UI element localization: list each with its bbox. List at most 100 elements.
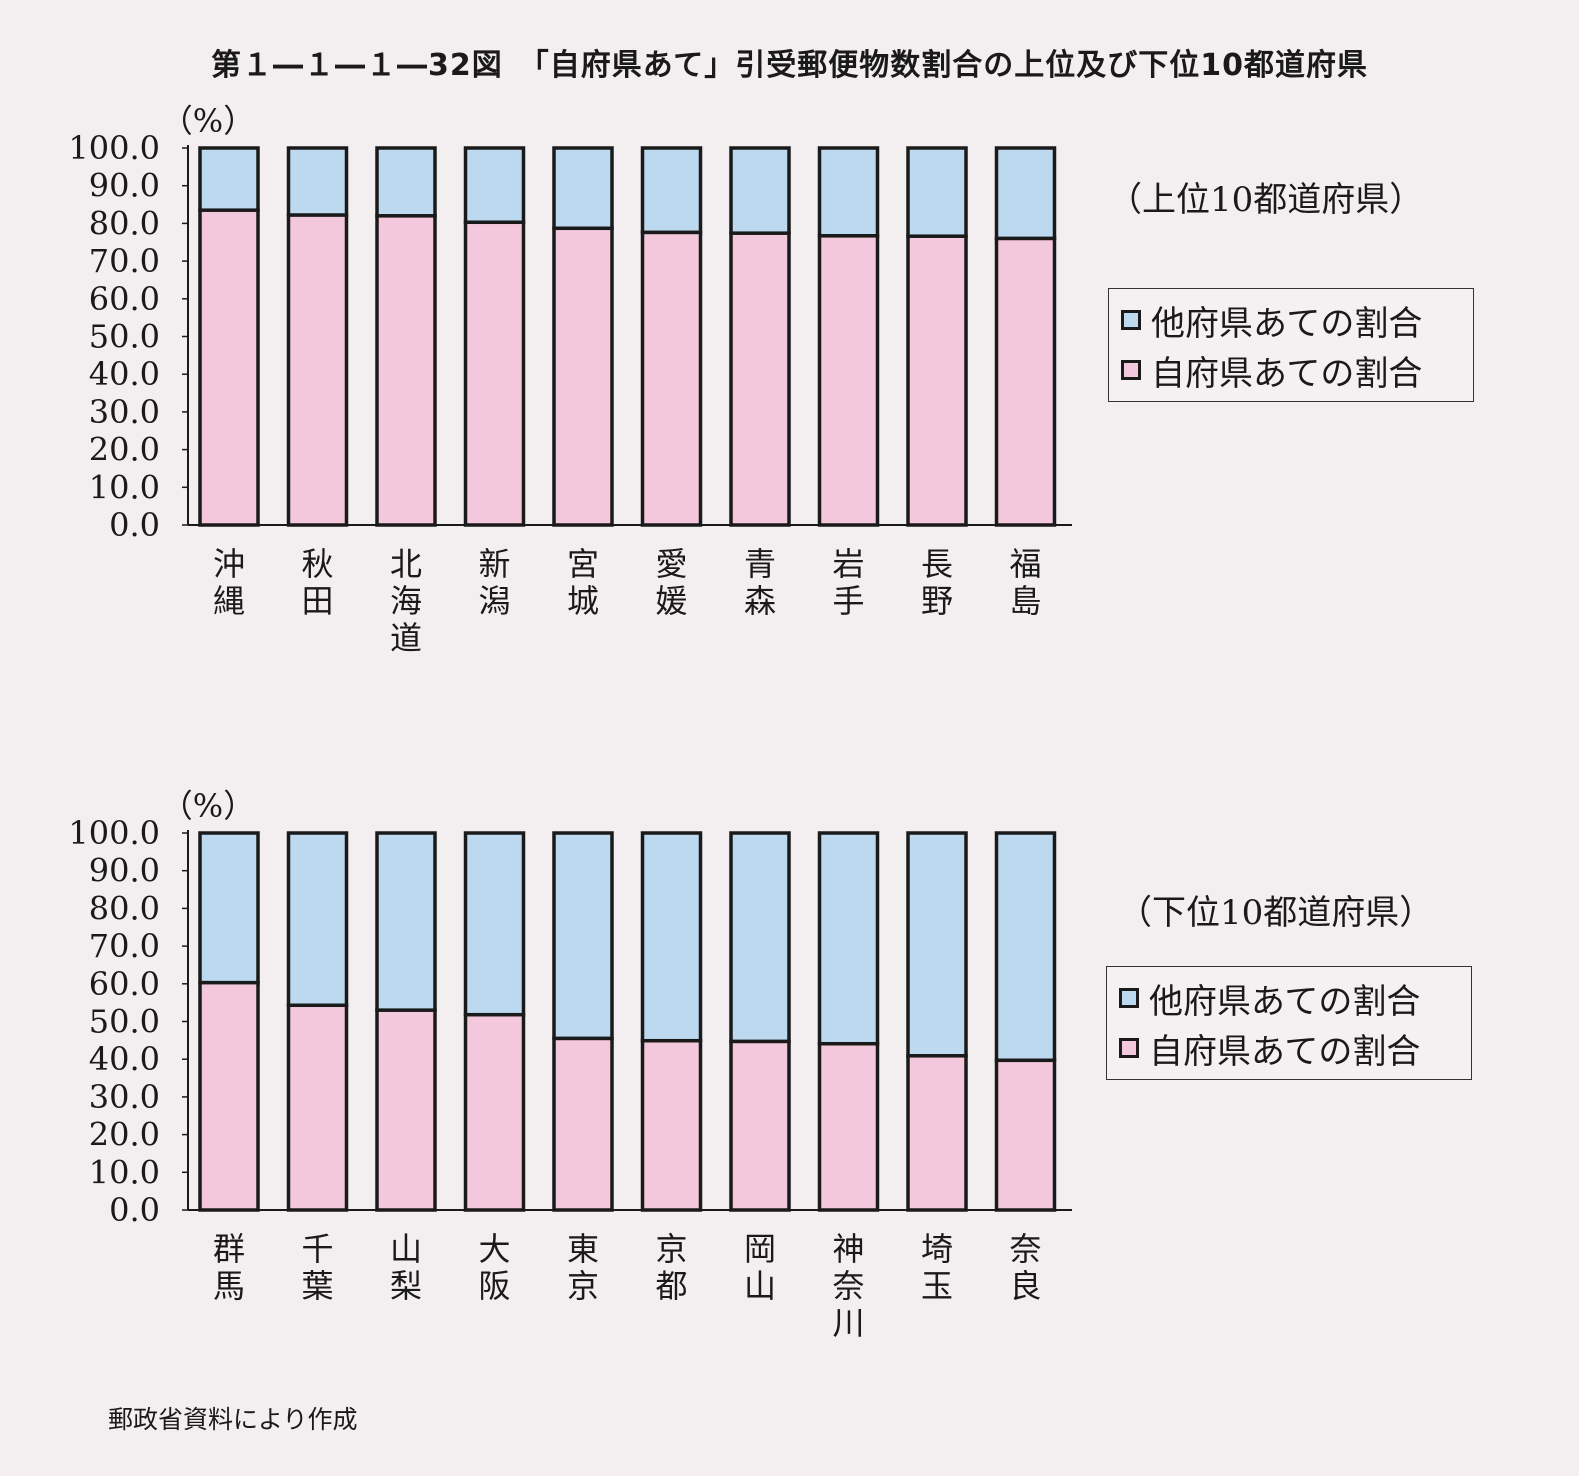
top10-legend: 他府県あての割合 自府県あての割合 (1108, 288, 1474, 402)
x-category-label: 葉 (301, 1267, 333, 1305)
y-tick-label: 100.0 (68, 814, 160, 852)
legend-swatch-own (1119, 1038, 1139, 1058)
bar-own-pref (906, 234, 968, 527)
x-category-label: 京 (567, 1267, 599, 1305)
legend-swatch-other (1121, 310, 1141, 330)
bar-own-pref (994, 236, 1057, 527)
x-category-label: 青 (744, 545, 776, 583)
bar-own-pref (640, 1038, 703, 1212)
bar-other-pref (994, 146, 1057, 241)
x-category-label: 東 (567, 1230, 599, 1268)
x-category-label: 玉 (921, 1267, 953, 1305)
y-tick-label: 90.0 (89, 852, 160, 890)
bar-other-pref (286, 146, 349, 217)
x-category-label: 新 (478, 545, 510, 583)
y-axis-unit-label: （%） (161, 787, 255, 825)
y-tick-label: 30.0 (89, 1078, 160, 1116)
x-category-label: 田 (301, 582, 333, 620)
bar-other-pref (463, 146, 526, 225)
x-category-label: 海 (390, 582, 422, 620)
bar-other-pref (463, 831, 526, 1017)
x-category-label: 道 (390, 619, 422, 657)
bar-own-pref (817, 1041, 880, 1212)
x-category-label: 神 (832, 1230, 864, 1268)
x-category-label: 野 (921, 582, 953, 620)
y-tick-label: 50.0 (89, 318, 160, 356)
bar-other-pref (906, 831, 968, 1058)
x-category-label: 奈 (1009, 1230, 1041, 1268)
x-category-label: 千 (301, 1230, 333, 1268)
bar-other-pref (906, 146, 968, 238)
y-tick-label: 90.0 (89, 167, 160, 205)
x-category-label: 福 (1009, 545, 1041, 583)
bar-own-pref (817, 234, 880, 527)
x-category-label: 潟 (478, 582, 510, 620)
bar-own-pref (906, 1054, 968, 1212)
y-tick-label: 80.0 (89, 204, 160, 242)
page-title: 第１―１―１―32図 「自府県あて」引受郵便物数割合の上位及び下位10都道府県 (211, 48, 1368, 83)
x-category-label: 宮 (567, 545, 599, 583)
x-category-label: 北 (390, 545, 422, 583)
x-category-label: 縄 (213, 582, 245, 620)
y-tick-label: 10.0 (89, 1153, 160, 1191)
bar-other-pref (729, 831, 791, 1044)
bottom10-legend: 他府県あての割合 自府県あての割合 (1106, 966, 1472, 1080)
bar-other-pref (552, 146, 614, 231)
bar-own-pref (286, 213, 349, 527)
x-category-label: 馬 (213, 1267, 245, 1305)
y-tick-label: 0.0 (109, 506, 160, 544)
x-category-label: 愛 (655, 545, 687, 583)
y-tick-label: 0.0 (109, 1191, 160, 1229)
y-tick-label: 70.0 (89, 927, 160, 965)
bottom10-chart: （%） 0.010.020.030.040.050.060.070.080.090… (68, 787, 1072, 1342)
bar-other-pref (817, 831, 880, 1046)
bar-own-pref (463, 220, 526, 527)
bar-other-pref (729, 146, 791, 235)
x-category-label: 城 (567, 582, 599, 620)
y-tick-label: 50.0 (89, 1003, 160, 1041)
bar-own-pref (375, 1008, 437, 1212)
legend-item-other: 他府県あての割合 (1121, 295, 1473, 345)
bar-own-pref (994, 1058, 1057, 1212)
y-tick-label: 30.0 (89, 393, 160, 431)
bar-own-pref (286, 1003, 349, 1212)
y-tick-label: 100.0 (68, 129, 160, 167)
legend-item-own: 自府県あての割合 (1119, 1023, 1471, 1073)
bar-own-pref (729, 1039, 791, 1212)
x-category-label: 川 (832, 1304, 864, 1342)
bar-other-pref (375, 146, 437, 218)
y-tick-label: 60.0 (89, 280, 160, 318)
bar-own-pref (375, 214, 437, 527)
y-tick-label: 20.0 (89, 431, 160, 469)
x-category-label: 奈 (832, 1267, 864, 1305)
x-category-label: 群 (213, 1230, 245, 1268)
bar-own-pref (729, 231, 791, 527)
bar-own-pref (463, 1012, 526, 1212)
y-tick-label: 70.0 (89, 242, 160, 280)
bar-other-pref (640, 831, 703, 1043)
bottom10-subtitle: （下位10都道府県） (1118, 893, 1434, 933)
x-category-label: 埼 (921, 1230, 953, 1268)
x-category-label: 梨 (390, 1267, 422, 1305)
bar-other-pref (286, 831, 349, 1008)
y-tick-label: 40.0 (89, 355, 160, 393)
bar-other-pref (994, 831, 1057, 1063)
bar-other-pref (198, 831, 260, 985)
x-category-label: 岩 (832, 545, 864, 583)
x-category-label: 森 (744, 582, 776, 620)
x-category-label: 島 (1009, 582, 1041, 620)
legend-item-own: 自府県あての割合 (1121, 345, 1473, 395)
legend-label-other: 他府県あての割合 (1149, 981, 1421, 1022)
x-category-label: 秋 (301, 545, 333, 583)
bar-own-pref (552, 226, 614, 527)
legend-item-other: 他府県あての割合 (1119, 973, 1471, 1023)
x-category-label: 都 (655, 1267, 687, 1305)
y-tick-label: 60.0 (89, 965, 160, 1003)
y-tick-label: 20.0 (89, 1116, 160, 1154)
bar-other-pref (817, 146, 880, 238)
x-category-label: 山 (390, 1230, 422, 1268)
x-category-label: 阪 (478, 1267, 510, 1305)
bar-other-pref (375, 831, 437, 1012)
legend-label-own: 自府県あての割合 (1151, 353, 1423, 394)
x-category-label: 良 (1009, 1267, 1041, 1305)
